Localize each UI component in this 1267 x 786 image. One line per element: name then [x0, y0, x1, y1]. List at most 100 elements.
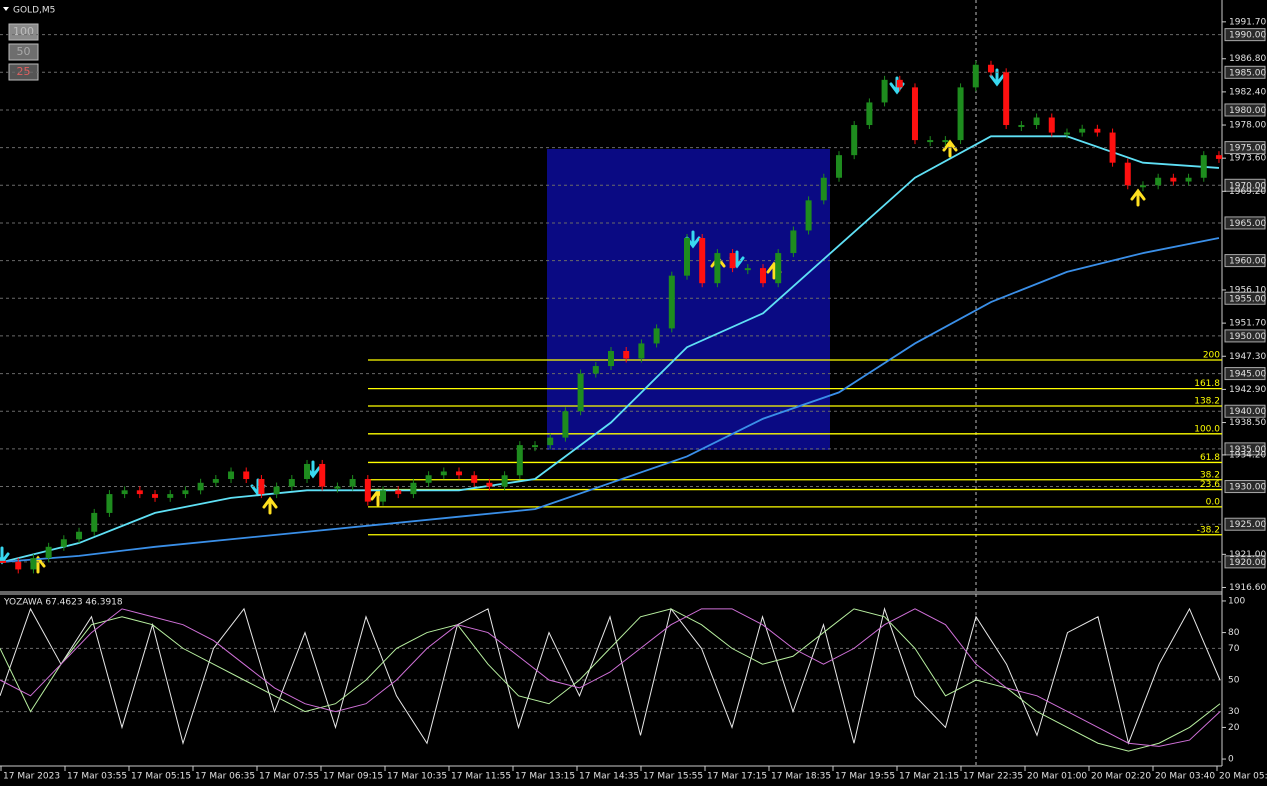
candle: [1185, 177, 1192, 182]
indicator-title: YOZAWA 67.4623 46.3918: [3, 598, 123, 608]
dropdown-icon[interactable]: [3, 7, 9, 11]
price-label-box: [1224, 141, 1266, 155]
time-tick-label: 17 Mar 15:55: [643, 772, 703, 782]
candle: [820, 177, 827, 201]
fib-label: 161.8: [1194, 379, 1220, 389]
moving-average: [2, 135, 1220, 563]
price-tick-label: 1973.60: [1229, 154, 1266, 164]
time-tick-label: 17 Mar 06:35: [195, 772, 255, 782]
fib-label: 100.0: [1194, 424, 1220, 434]
symbol-title: GOLD,M5: [13, 6, 55, 16]
candle: [911, 87, 918, 141]
candle: [744, 268, 751, 271]
price-tick-label: 1970.00: [1229, 181, 1266, 191]
buy-arrow: [1130, 188, 1146, 207]
price-label-box: [1224, 517, 1266, 531]
price-tick-label: 1950.00: [1229, 332, 1266, 342]
candle: [471, 475, 478, 483]
price-label-box: [1224, 404, 1266, 418]
moving-average: [2, 237, 1220, 563]
candle: [790, 230, 797, 254]
time-tick-label: 17 Mar 14:35: [579, 772, 639, 782]
price-label-box: [1224, 103, 1266, 117]
candle: [136, 490, 143, 495]
candle: [759, 268, 766, 284]
price-tick-label: 1975.00: [1229, 144, 1266, 154]
candle: [319, 463, 326, 487]
candle: [258, 479, 265, 495]
indicator-tick-label: 20: [1228, 723, 1240, 733]
candle: [623, 350, 630, 359]
price-tick-label: 1934.20: [1229, 450, 1266, 460]
price-tick-label: 1951.70: [1229, 319, 1266, 329]
candle: [1109, 132, 1116, 163]
candle: [15, 561, 22, 570]
candle: [76, 531, 83, 540]
candle: [562, 411, 569, 438]
candle: [1018, 125, 1025, 128]
candle: [228, 471, 235, 480]
candle: [683, 238, 690, 276]
button[interactable]: [8, 43, 39, 61]
price-tick-label: 1921.00: [1229, 550, 1266, 560]
time-tick-label: 17 Mar 10:35: [387, 772, 447, 782]
candle: [714, 253, 721, 284]
candle: [349, 479, 356, 487]
price-tick-label: 1980.00: [1229, 106, 1266, 116]
candle: [334, 486, 341, 489]
fib-label: 0.0: [1206, 497, 1221, 507]
candle: [1003, 72, 1010, 126]
candle: [592, 366, 599, 374]
price-tick-label: 1938.50: [1229, 418, 1266, 428]
candle: [1139, 185, 1146, 188]
time-tick-label: 20 Mar 02:20: [1091, 772, 1151, 782]
candle: [1124, 162, 1131, 186]
price-label-box: [1224, 216, 1266, 230]
price-tick-label: 1956.10: [1229, 285, 1266, 295]
time-tick-label: 17 Mar 18:35: [771, 772, 831, 782]
candle: [1063, 132, 1070, 135]
candle: [532, 445, 539, 448]
candle: [608, 350, 614, 367]
time-tick-label: 17 Mar 2023: [3, 772, 60, 782]
candle: [106, 494, 113, 513]
candle: [288, 479, 295, 487]
oscillator-line: [0, 608, 1221, 747]
indicator-tick-label: 0: [1228, 755, 1234, 765]
candle: [0, 560, 7, 563]
indicator-tick-label: 100: [1228, 596, 1245, 606]
time-tick-label: 20 Mar 05:00: [1219, 772, 1267, 782]
indicator-tick-label: 70: [1228, 644, 1240, 654]
candle: [440, 471, 447, 476]
candle: [456, 471, 463, 476]
candle: [1155, 177, 1162, 186]
price-label-box: [1224, 555, 1266, 569]
time-tick-label: 20 Mar 01:00: [1027, 772, 1087, 782]
time-tick-label: 17 Mar 05:15: [131, 772, 191, 782]
fib-label: 38.2: [1200, 470, 1220, 480]
candle: [851, 125, 858, 156]
fib-label: 200: [1203, 351, 1220, 361]
fib-label: -38.2: [1197, 525, 1220, 535]
price-tick-label: 1965.00: [1229, 219, 1266, 229]
fib-label: 61.8: [1200, 453, 1220, 463]
candle: [486, 482, 493, 487]
button-label[interactable]: 100: [13, 25, 34, 38]
price-tick-label: 1945.00: [1229, 370, 1266, 380]
candle: [212, 479, 219, 483]
button-label[interactable]: 25: [17, 65, 31, 78]
candle: [653, 328, 660, 344]
candle: [273, 486, 280, 495]
price-label-box: [1224, 329, 1266, 343]
price-label-box: [1224, 254, 1266, 268]
candle: [1079, 128, 1086, 133]
button[interactable]: [8, 23, 39, 41]
button-label[interactable]: 50: [17, 45, 31, 58]
indicator-tick-label: 30: [1228, 707, 1240, 717]
candle: [1048, 117, 1055, 133]
time-tick-label: 17 Mar 22:35: [963, 772, 1023, 782]
time-tick-label: 17 Mar 11:55: [451, 772, 511, 782]
candle: [972, 64, 979, 88]
